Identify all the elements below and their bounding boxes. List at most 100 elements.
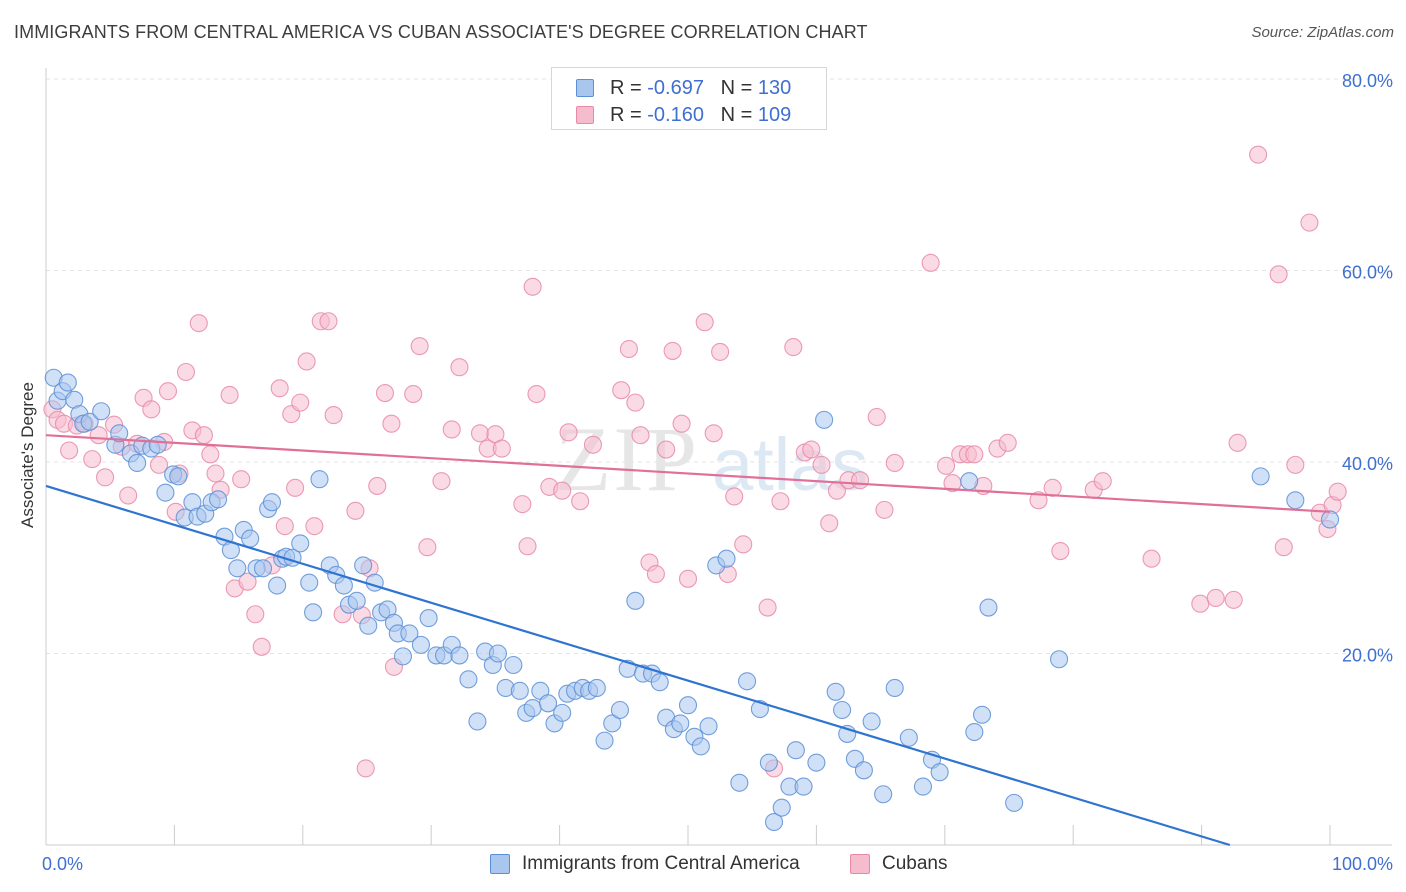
- point-cubans: [206, 464, 225, 483]
- point-central-america: [885, 678, 904, 698]
- point-cubans: [937, 456, 956, 475]
- point-cubans: [1043, 478, 1062, 497]
- point-cubans: [784, 338, 803, 357]
- point-central-america: [899, 728, 918, 747]
- point-central-america: [1320, 510, 1340, 529]
- point-cubans: [820, 514, 839, 533]
- point-cubans: [631, 426, 650, 445]
- point-central-america: [510, 681, 529, 700]
- point-central-america: [671, 714, 690, 733]
- point-central-america: [862, 712, 881, 731]
- x-tick-label: 100.0%: [1332, 854, 1393, 874]
- point-cubans: [232, 470, 251, 489]
- point-cubans: [1249, 145, 1268, 164]
- point-cubans: [418, 538, 437, 557]
- y-axis-label: Associate's Degree: [18, 382, 37, 528]
- point-central-america: [169, 467, 188, 486]
- point-central-america: [310, 470, 329, 489]
- point-cubans: [1300, 213, 1319, 232]
- point-central-america: [262, 493, 282, 512]
- point-central-america: [610, 700, 629, 720]
- point-cubans: [246, 605, 265, 624]
- point-cubans: [612, 381, 631, 400]
- point-cubans: [758, 598, 777, 617]
- point-cubans: [432, 472, 451, 491]
- point-central-america: [359, 616, 378, 635]
- legend-r-value: -0.160: [647, 104, 704, 126]
- data-points: [43, 145, 1347, 832]
- point-central-america: [965, 722, 984, 742]
- point-cubans: [657, 440, 676, 459]
- point-cubans: [404, 384, 423, 404]
- point-central-america: [304, 603, 323, 622]
- point-central-america: [874, 785, 893, 804]
- point-cubans: [646, 564, 665, 584]
- point-cubans: [119, 486, 138, 505]
- point-cubans: [711, 342, 730, 361]
- legend-swatch-pink: [576, 106, 594, 124]
- y-tick-label: 20.0%: [1342, 646, 1393, 666]
- legend-swatch-blue: [576, 79, 594, 97]
- point-cubans: [771, 492, 790, 511]
- point-central-america: [759, 753, 778, 772]
- point-cubans: [470, 424, 490, 443]
- point-cubans: [851, 471, 870, 490]
- point-cubans: [695, 313, 714, 332]
- point-central-america: [419, 609, 438, 628]
- point-cubans: [382, 414, 401, 433]
- y-tick-label: 60.0%: [1342, 263, 1393, 283]
- point-central-america: [411, 635, 430, 654]
- point-central-america: [268, 576, 287, 595]
- point-cubans: [513, 495, 532, 514]
- point-central-america: [772, 798, 791, 817]
- point-cubans: [867, 407, 886, 427]
- point-cubans: [518, 537, 537, 556]
- point-central-america: [92, 402, 111, 421]
- chart-title: IMMIGRANTS FROM CENTRAL AMERICA VS CUBAN…: [14, 22, 868, 42]
- point-cubans: [1142, 549, 1161, 568]
- point-cubans: [189, 314, 208, 333]
- y-tick-label: 80.0%: [1342, 71, 1393, 91]
- point-central-america: [1251, 467, 1270, 486]
- point-cubans: [1286, 455, 1305, 474]
- point-central-america: [1050, 650, 1069, 669]
- point-central-america: [738, 672, 757, 691]
- point-central-america: [393, 647, 413, 666]
- point-cubans: [83, 450, 102, 469]
- point-central-america: [334, 576, 353, 595]
- y-tick-label: 40.0%: [1342, 454, 1393, 474]
- grid-lines: [46, 78, 1392, 654]
- point-cubans: [1051, 541, 1070, 561]
- point-central-america: [365, 573, 384, 592]
- point-cubans: [492, 439, 511, 458]
- point-cubans: [176, 362, 196, 382]
- point-cubans: [270, 379, 289, 398]
- point-central-america: [930, 763, 949, 782]
- point-cubans: [1093, 472, 1112, 491]
- point-cubans: [442, 420, 461, 439]
- point-central-america: [650, 673, 669, 692]
- point-cubans: [220, 385, 239, 405]
- point-central-america: [400, 624, 419, 643]
- point-cubans: [1269, 265, 1288, 284]
- point-cubans: [1328, 482, 1347, 501]
- trend-line-central-america: [45, 484, 1231, 847]
- point-central-america: [979, 598, 998, 617]
- point-central-america: [595, 731, 614, 750]
- point-cubans: [375, 384, 395, 403]
- point-central-america: [300, 573, 319, 592]
- point-cubans: [678, 569, 698, 588]
- point-cubans: [734, 535, 753, 554]
- point-central-america: [972, 705, 992, 724]
- point-central-america: [110, 424, 129, 443]
- point-cubans: [368, 476, 387, 495]
- point-central-america: [459, 670, 478, 689]
- correlation-legend: R = -0.697 N = 130 R = -0.160 N = 109: [551, 67, 827, 130]
- point-cubans: [571, 492, 590, 511]
- legend-label-central-america: Immigrants from Central America: [522, 853, 800, 874]
- point-cubans: [286, 478, 305, 497]
- point-central-america: [833, 700, 852, 720]
- legend-swatch-blue: [490, 854, 510, 874]
- legend-r-label: R =: [610, 104, 648, 126]
- point-central-america: [523, 699, 542, 718]
